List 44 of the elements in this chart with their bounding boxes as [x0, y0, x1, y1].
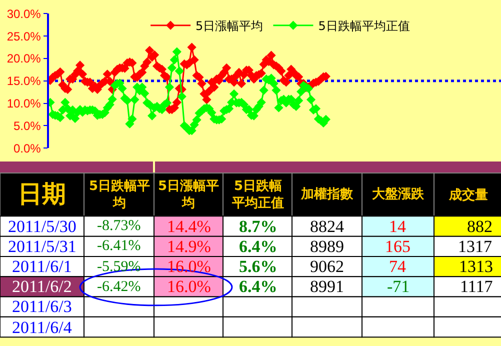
- text: 14.9%: [167, 237, 211, 256]
- category-label: 5日跌幅平均正值: [231, 179, 284, 211]
- text: 8.7%: [239, 217, 278, 236]
- text: 14.4%: [167, 217, 211, 236]
- y-tick-label: 0.0%: [13, 141, 42, 156]
- text: 8991: [310, 277, 344, 296]
- text: 16.0%: [167, 277, 211, 296]
- category-label: 大盤漲跌: [372, 187, 425, 202]
- legend-label: 5日漲幅平均: [196, 19, 264, 34]
- text: 1317: [458, 237, 492, 256]
- category-label: 5日跌幅平均: [89, 179, 150, 211]
- text: -71: [387, 277, 410, 296]
- y-tick-label: 30.0%: [6, 6, 42, 21]
- category-label: 2011/6/3: [12, 297, 72, 316]
- category-label: 5日漲幅平均: [158, 179, 220, 211]
- text: -6.42%: [97, 279, 141, 295]
- text: 8989: [310, 237, 344, 256]
- category-label: 2011/6/4: [12, 318, 72, 337]
- text: 6.4%: [239, 237, 278, 256]
- text: 9062: [310, 257, 344, 276]
- category-label: 日期: [18, 181, 66, 208]
- text: 1117: [460, 277, 493, 296]
- text: 14: [389, 217, 406, 236]
- text: 74: [389, 257, 406, 276]
- text: 5.6%: [239, 257, 278, 276]
- text: -6.41%: [97, 238, 141, 254]
- category-label: 2011/5/30: [8, 217, 76, 236]
- text: -8.73%: [97, 218, 141, 234]
- text: 6.4%: [239, 277, 278, 296]
- text: 882: [467, 217, 492, 236]
- category-label: 2011/6/2: [12, 277, 72, 296]
- y-tick-label: 5.0%: [13, 118, 42, 133]
- category-label: 2011/6/1: [12, 257, 72, 276]
- y-tick-label: 10.0%: [6, 96, 42, 110]
- y-tick-label: 20.0%: [6, 52, 42, 66]
- category-label: 2011/5/31: [8, 237, 76, 256]
- text: 1313: [459, 257, 493, 276]
- text: 8824: [310, 217, 344, 236]
- text: 165: [385, 237, 410, 256]
- category-label: 成交量: [448, 187, 488, 203]
- legend-label: 5日跌幅平均正值: [318, 19, 410, 34]
- y-tick-label: 25.0%: [6, 29, 42, 44]
- y-tick-label: 15.0%: [6, 74, 42, 88]
- category-label: 加權指數: [300, 187, 354, 202]
